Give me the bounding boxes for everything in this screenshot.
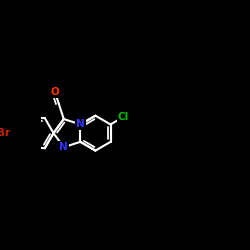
Text: Br: Br: [0, 128, 10, 138]
Text: N: N: [76, 120, 85, 130]
Text: Cl: Cl: [118, 112, 129, 122]
Text: O: O: [50, 87, 59, 97]
Text: N: N: [60, 142, 68, 152]
